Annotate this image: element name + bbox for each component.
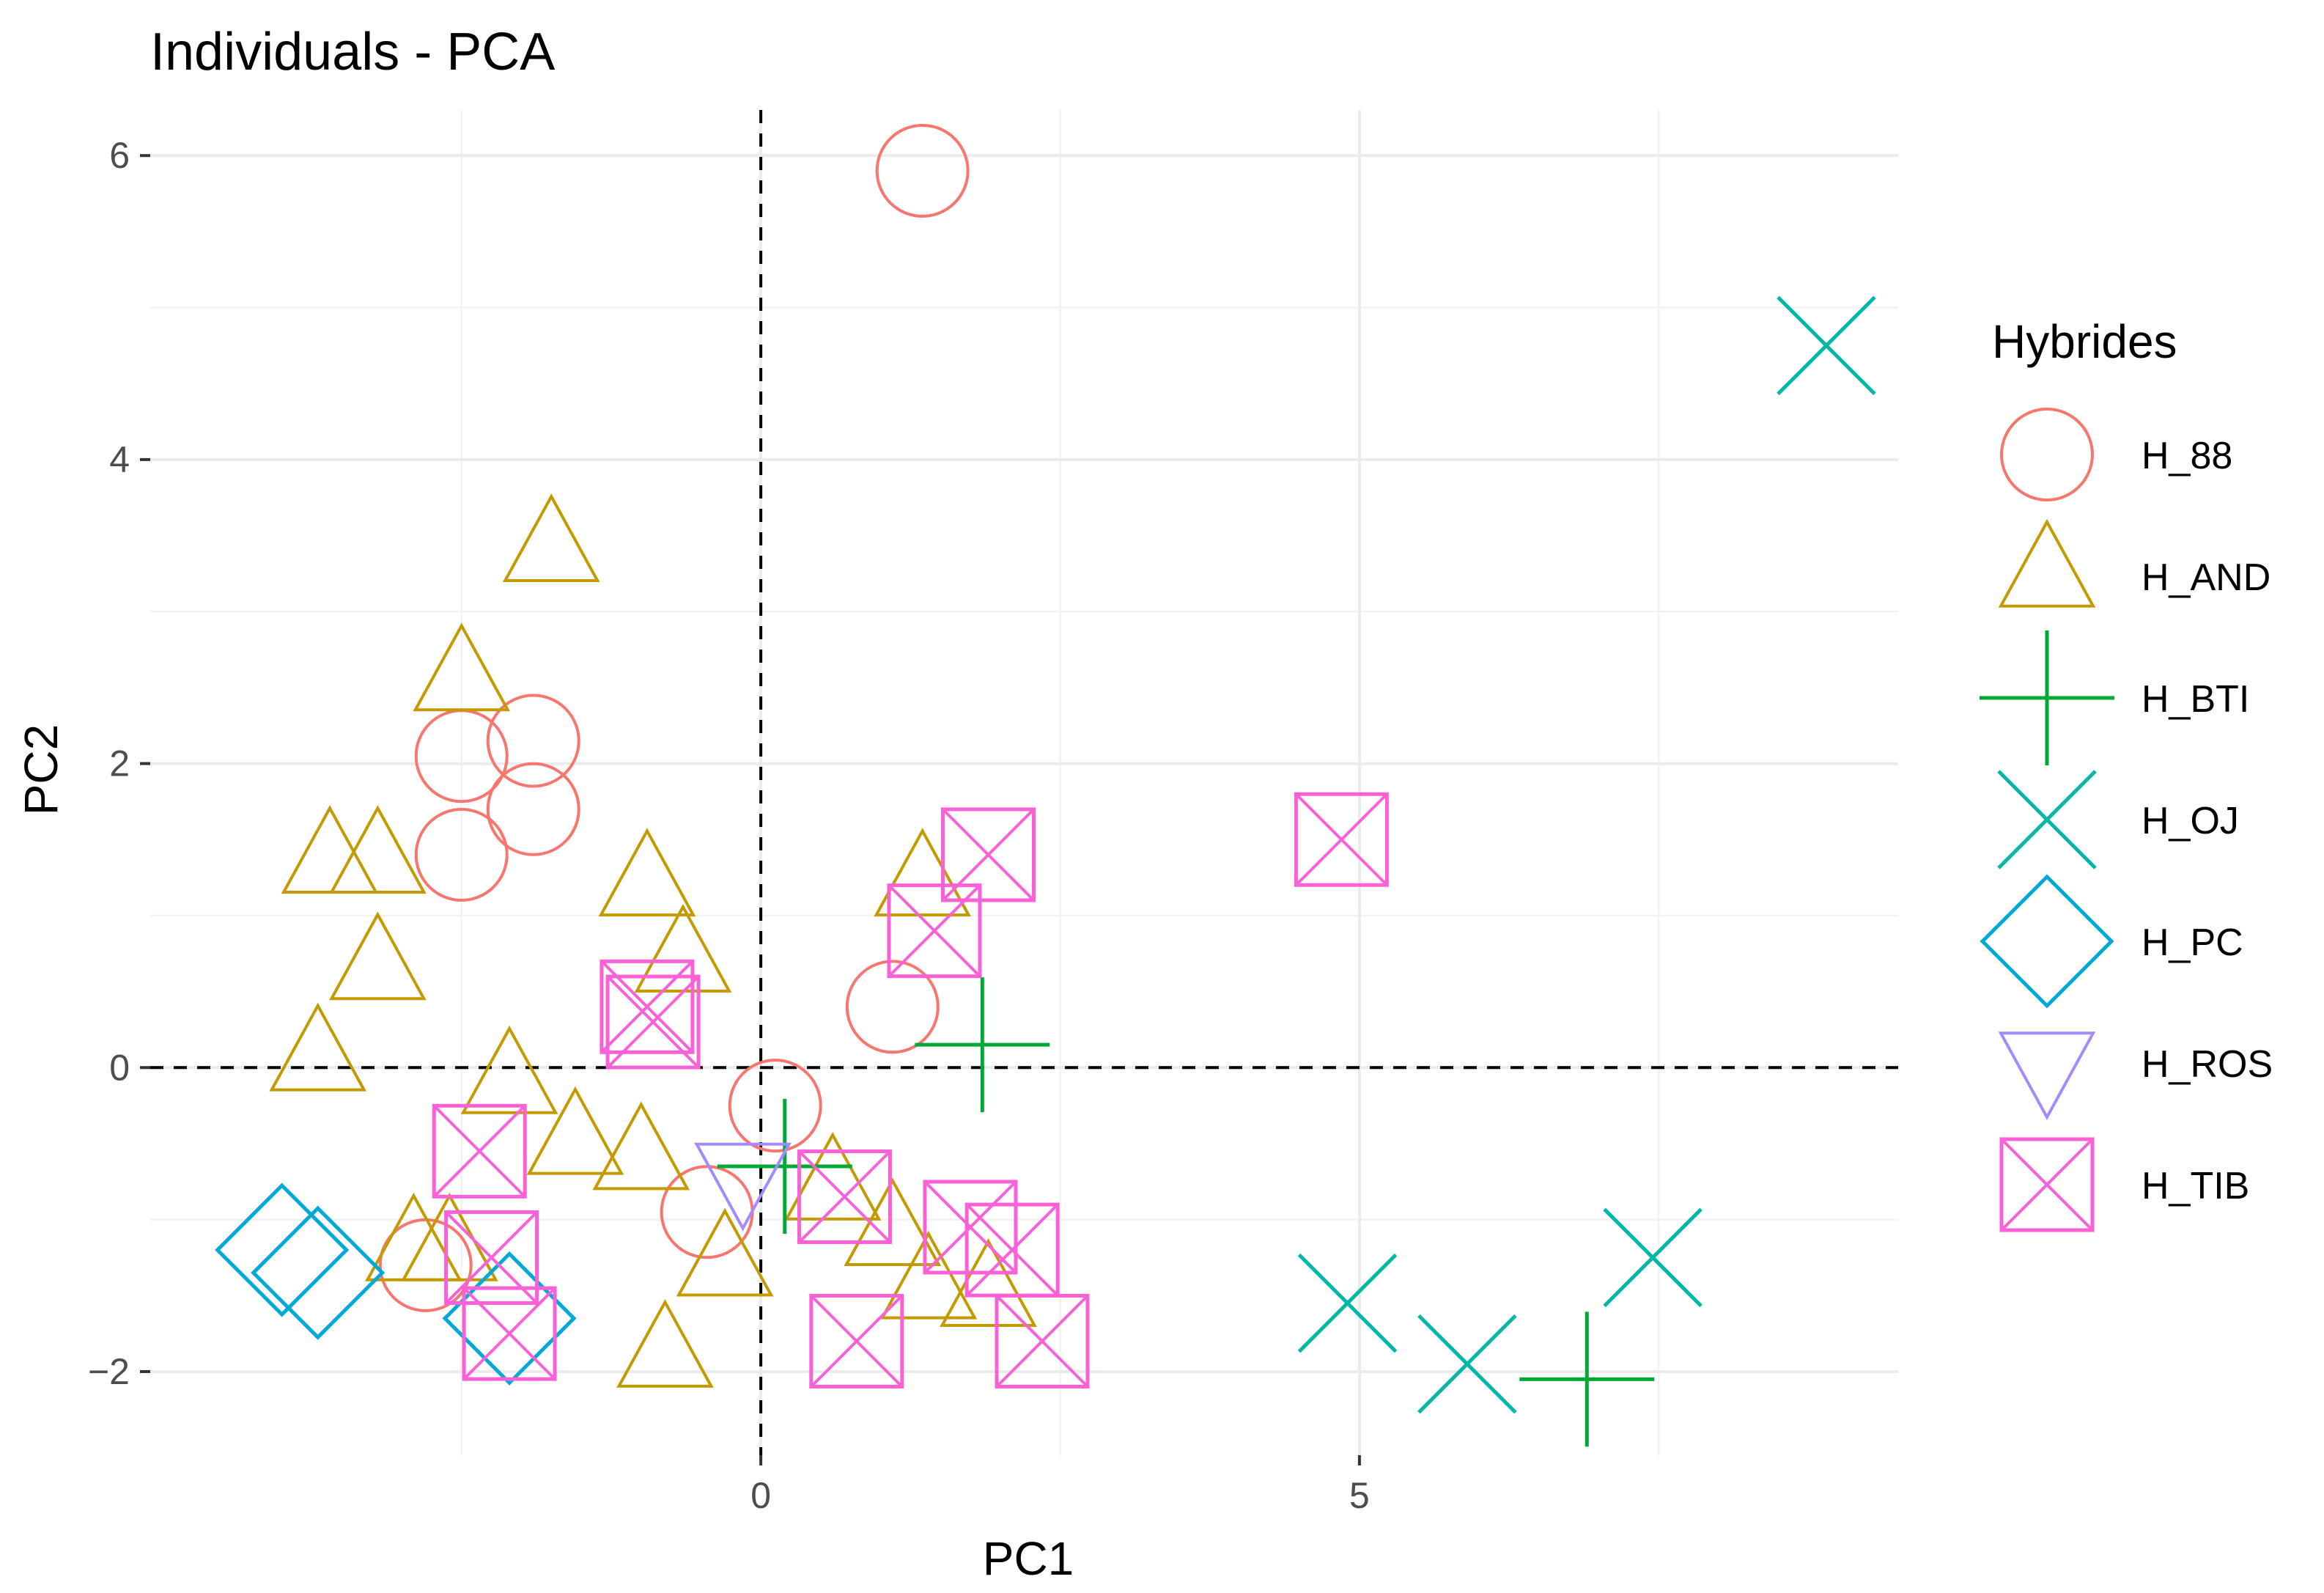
data-point-circle	[486, 694, 580, 788]
legend-item: H_TIB	[1999, 1137, 2249, 1232]
y-tick-label: 2	[109, 743, 130, 784]
data-point-square-cross	[432, 1103, 527, 1199]
data-point-square-cross	[809, 1293, 904, 1388]
y-axis-title: PC2	[15, 724, 67, 816]
legend-label: H_AND	[2142, 556, 2270, 599]
data-point-plus	[717, 1099, 852, 1235]
legend-item: H_88	[2000, 408, 2232, 501]
data-point-triangle	[592, 1101, 690, 1191]
series-h-ros	[694, 1142, 792, 1232]
data-point-square-cross	[995, 1293, 1090, 1388]
y-tick-label: −2	[88, 1351, 130, 1392]
legend-key-circle	[2000, 408, 2094, 501]
data-point-square-cross	[605, 974, 701, 1070]
data-point-triangle	[328, 805, 427, 894]
legend-key-triangle-down	[1998, 1031, 2096, 1121]
legend-item: H_AND	[1998, 518, 2270, 608]
data-point-cross	[1417, 1314, 1517, 1414]
data-point-circle	[728, 1059, 822, 1153]
legend: Hybrides H_88 H_AND H_BTI H_OJ H_PC H_ROS H_TI…	[1980, 315, 2273, 1232]
data-point-triangle	[676, 1207, 774, 1297]
legend-item: H_ROS	[1998, 1031, 2273, 1121]
data-point-diamond	[215, 1182, 350, 1317]
data-point-plus	[1519, 1311, 1655, 1447]
legend-label: H_88	[2142, 435, 2232, 477]
data-point-triangle-down	[694, 1142, 792, 1232]
data-point-square-cross	[887, 883, 982, 979]
data-point-triangle	[502, 493, 600, 582]
legend-key-plus	[1980, 630, 2114, 765]
data-point-square-cross	[923, 1180, 1018, 1275]
x-axis-title: PC1	[983, 1532, 1074, 1585]
data-point-cross	[1297, 1253, 1398, 1353]
legend-key-triangle	[1998, 518, 2096, 608]
y-tick-label: 0	[109, 1047, 130, 1088]
data-point-cross	[1777, 295, 1876, 396]
series-h-bti	[717, 977, 1655, 1447]
legend-item: H_PC	[1980, 874, 2243, 1009]
data-point-triangle	[281, 805, 379, 894]
data-point-triangle	[874, 828, 972, 917]
data-point-circle	[486, 762, 580, 856]
legend-label: H_ROS	[2142, 1043, 2273, 1086]
data-point-triangle	[526, 1086, 624, 1175]
data-point-triangle	[365, 1192, 462, 1281]
data-point-triangle	[269, 1002, 367, 1092]
x-tick-label: 0	[750, 1475, 771, 1516]
data-point-diamond	[442, 1251, 577, 1386]
y-tick-label: 6	[109, 135, 130, 176]
legend-item: H_BTI	[1980, 630, 2249, 765]
plot-panel	[150, 110, 1898, 1455]
data-point-triangle	[328, 911, 427, 1001]
data-point-triangle	[783, 1131, 882, 1221]
data-point-triangle	[413, 622, 511, 712]
legend-title: Hybrides	[1992, 315, 2177, 368]
reference-lines	[150, 110, 1898, 1455]
data-point-triangle	[616, 1299, 714, 1388]
data-point-diamond	[251, 1205, 386, 1340]
data-point-circle	[414, 807, 509, 902]
data-point-plus	[915, 977, 1050, 1113]
data-point-square-cross	[462, 1286, 557, 1381]
legend-key-square-cross	[1999, 1137, 2095, 1232]
legend-label: H_PC	[2142, 921, 2243, 964]
data-point-square-cross	[1294, 792, 1389, 887]
chart-title: Individuals - PCA	[150, 23, 555, 81]
legend-label: H_OJ	[2142, 800, 2239, 842]
data-points	[215, 123, 1876, 1447]
data-point-triangle	[598, 828, 696, 917]
data-point-circle	[845, 960, 940, 1054]
series-h-tib	[432, 792, 1389, 1388]
data-point-cross	[1603, 1207, 1703, 1308]
legend-items: H_88 H_AND H_BTI H_OJ H_PC H_ROS H_TIB	[1980, 408, 2273, 1232]
legend-label: H_BTI	[2142, 678, 2249, 721]
data-point-triangle	[879, 1230, 978, 1320]
x-tick-label: 5	[1349, 1475, 1370, 1516]
data-point-triangle	[460, 1025, 558, 1114]
legend-key-cross	[1997, 770, 2097, 869]
series-h-oj	[1297, 295, 1876, 1414]
y-tick-label: 4	[109, 439, 130, 480]
series-h-pc	[215, 1182, 577, 1386]
legend-item: H_OJ	[1997, 770, 2239, 869]
data-point-circle	[875, 123, 970, 218]
legend-label: H_TIB	[2142, 1165, 2249, 1207]
data-point-square-cross	[797, 1149, 892, 1245]
legend-key-diamond	[1980, 874, 2114, 1009]
axes: 0 5 −2 0 2 4 6	[88, 135, 1370, 1516]
